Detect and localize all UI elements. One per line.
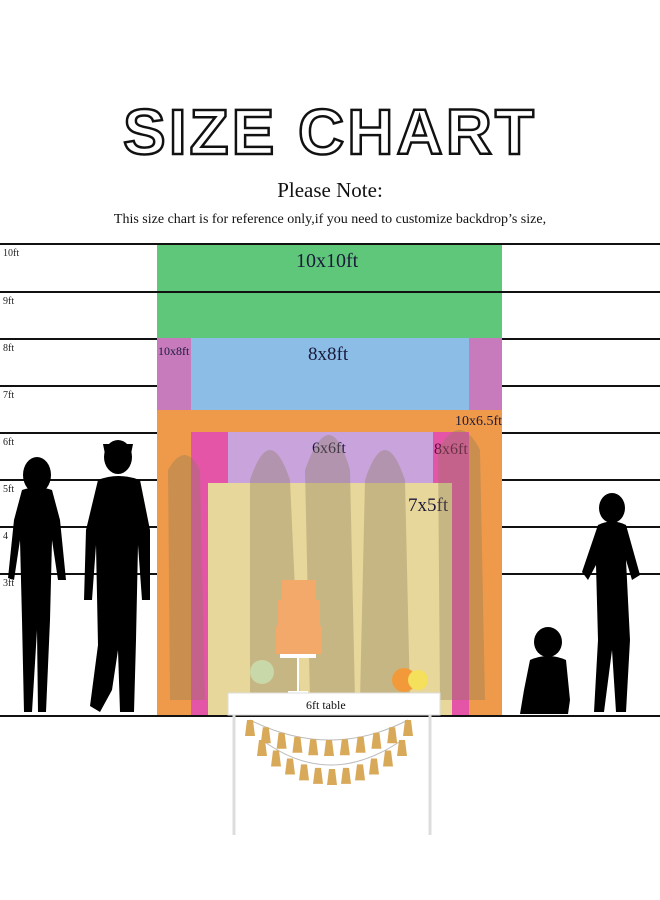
tassel [260,727,271,744]
tassel [403,720,413,736]
height-line [0,291,660,293]
silhouette-woman [8,457,66,712]
tassel [369,758,379,775]
label-10x10: 10x10ft [296,250,359,272]
tassel [387,727,398,744]
tassel [292,736,303,753]
height-line [0,432,157,434]
height-line [502,432,660,434]
table-label: 6ft table [306,698,346,712]
tick-8ft: 8ft [3,343,15,354]
tick-4ft: 4 [3,531,8,542]
label-7x5: 7x5ft [408,495,449,516]
height-line [0,479,157,481]
note-heading: Please Note: [277,178,383,202]
tick-9ft: 9ft [3,296,15,307]
tassel [341,767,351,784]
table [227,692,441,835]
height-line [0,385,157,387]
tassel [371,732,382,749]
tassel [299,764,309,781]
tassel [245,720,255,736]
height-line [0,573,157,575]
height-line [502,338,660,340]
silhouette-toddler [520,627,570,714]
cake-icon [250,580,428,693]
height-line [502,573,660,575]
tassel [327,769,337,785]
crowd-silhouettes [168,430,485,700]
size-chart-title: SIZE CHART [122,95,537,170]
tassel [355,736,366,753]
tassel [276,732,287,749]
note-body: This size chart is for reference only,if… [113,212,547,227]
tassel [397,740,407,756]
tick-5ft: 5ft [3,484,15,495]
height-line [0,526,157,528]
height-line [502,385,660,387]
tassel [383,750,393,767]
svg-text:SIZE CHART: SIZE CHART [123,96,537,168]
tassel [257,740,267,756]
tick-10ft: 10ft [3,248,20,259]
tassel [285,758,295,775]
tassel [339,739,350,756]
height-line [0,243,660,245]
label-6x6: 6x6ft [312,440,346,458]
height-line [502,479,660,481]
label-10x6.5: 10x6.5ft [455,414,503,429]
label-8x8: 8x8ft [308,344,349,365]
tick-7ft: 7ft [3,390,15,401]
tassel [324,740,334,756]
height-line [0,338,157,340]
tassel [313,767,323,784]
tick-6ft: 6ft [3,437,15,448]
label-10x8: 10x8ft [158,344,190,358]
tassel [355,764,365,781]
tassel-garland [245,720,413,785]
tassel [308,739,319,756]
silhouette-child [582,493,640,712]
tick-3ft: 3ft [3,578,15,589]
height-line [502,526,660,528]
tassel [271,750,281,767]
silhouette-man [84,440,150,712]
label-8x6: 8x6ft [434,441,468,459]
ground-line [0,715,660,717]
